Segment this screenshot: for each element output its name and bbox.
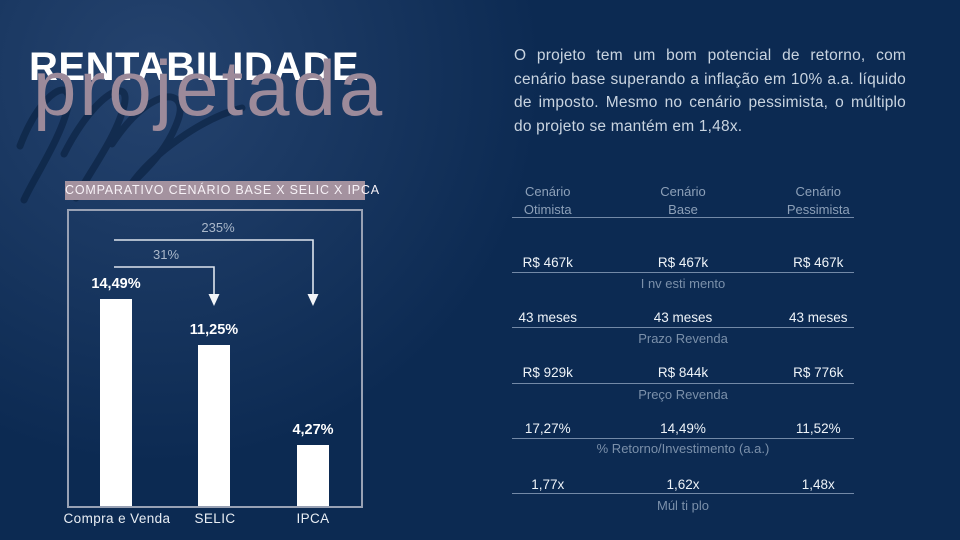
- column-header-base: Cenário Base: [660, 183, 706, 218]
- category-label-compra-e-venda: Compra e Venda: [63, 511, 171, 526]
- row-label: % Retorno/Investimento (a.a.): [596, 441, 770, 456]
- row-divider: [512, 272, 854, 273]
- column-header-line: Otimista: [523, 201, 572, 217]
- cell-value: 1,62x: [666, 477, 700, 492]
- comparison-arrows: [114, 239, 319, 306]
- category-label-ipca: IPCA: [296, 511, 330, 526]
- cell-value: 43 meses: [653, 310, 713, 325]
- category-label-selic: SELIC: [194, 511, 236, 526]
- row-label: Preço Revenda: [638, 387, 728, 402]
- column-header-line: Base: [668, 201, 698, 217]
- row-divider: [512, 438, 854, 439]
- bar-compra-e-venda: [100, 299, 132, 506]
- chart-plot-area: 235% 31% 14,49% 11,25% 4,27%: [69, 211, 361, 506]
- row-label: Múl ti plo: [656, 498, 710, 513]
- cell-value: 17,27%: [524, 421, 571, 436]
- column-header-otimista: Cenário Otimista: [524, 183, 572, 218]
- row-divider: [512, 383, 854, 384]
- column-header-line: Pessimista: [786, 201, 850, 217]
- column-header-line: Cenário: [660, 184, 706, 199]
- bar-value-label: 14,49%: [91, 276, 141, 292]
- cell-value: R$ 929k: [522, 365, 573, 380]
- bar-value-label: 4,27%: [292, 422, 334, 438]
- column-header-line: Cenário: [524, 184, 571, 199]
- cell-value: 43 meses: [518, 310, 577, 325]
- cell-value: R$ 776k: [793, 365, 844, 380]
- annotation-31: 31%: [152, 247, 180, 262]
- annotation-235: 235%: [201, 220, 235, 235]
- signature-flourish-decoration: [16, 86, 246, 204]
- row-divider: [512, 493, 854, 494]
- cell-value: R$ 467k: [793, 255, 844, 270]
- intro-paragraph: O projeto tem um bom potencial de retorn…: [514, 47, 906, 135]
- cell-value: R$ 467k: [657, 255, 709, 270]
- bar-value-label: 11,25%: [189, 322, 239, 338]
- cell-value: 1,77x: [531, 477, 565, 492]
- bar-chart: 235% 31% 14,49% 11,25% 4,27%: [67, 209, 363, 508]
- page-title-overlay: projetada: [33, 44, 386, 132]
- header-divider: [512, 217, 854, 218]
- column-header-line: Cenário: [795, 184, 842, 199]
- bar-ipca: [297, 445, 329, 506]
- chart-title: COMPARATIVO CENÁRIO BASE X SELIC X IPCA: [65, 181, 379, 200]
- row-label: I nv esti mento: [640, 276, 726, 291]
- cell-value: R$ 844k: [657, 365, 709, 380]
- column-header-pessimista: Cenário Pessimista: [787, 183, 850, 218]
- cell-value: 11,52%: [795, 421, 841, 436]
- cell-value: 14,49%: [660, 421, 706, 436]
- row-label: Prazo Revenda: [638, 331, 728, 346]
- cell-value: 1,48x: [801, 477, 835, 492]
- bar-selic: [198, 345, 230, 506]
- cell-value: R$ 467k: [522, 255, 573, 270]
- scenario-table: Cenário Otimista Cenário Base Cenário Pe…: [505, 180, 861, 520]
- page-title: RENTABILIDADE: [29, 45, 360, 89]
- cell-value: 43 meses: [789, 310, 848, 325]
- row-divider: [512, 327, 854, 328]
